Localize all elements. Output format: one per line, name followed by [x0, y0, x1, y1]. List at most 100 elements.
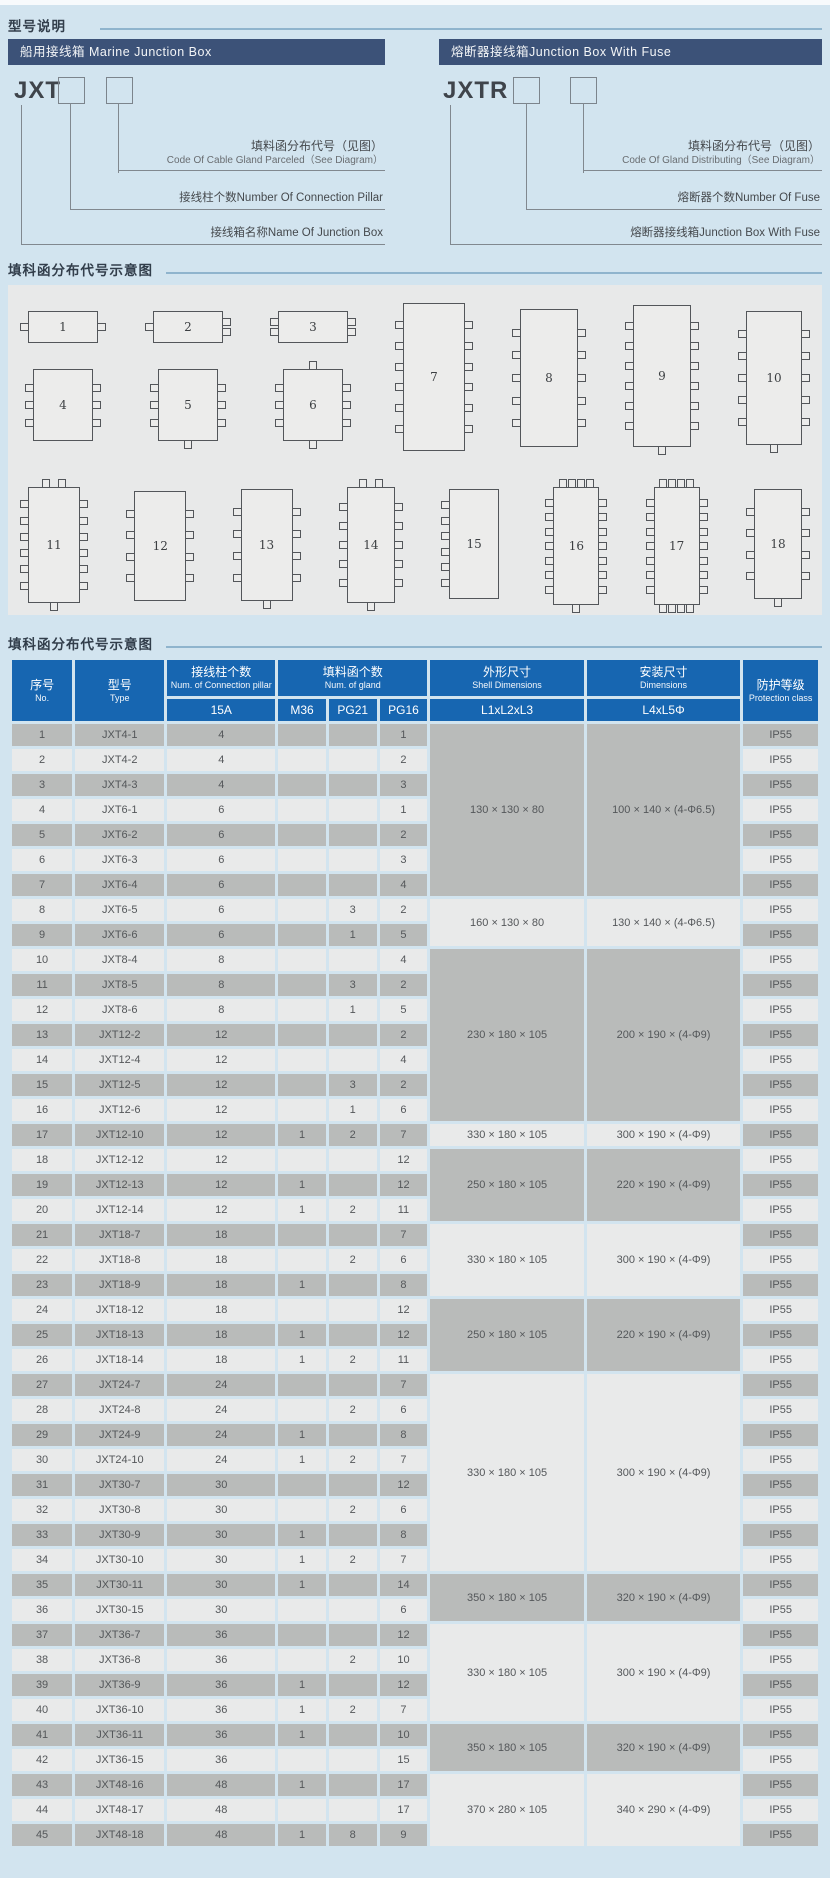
table-row: 21 JXT18-7 18 7 330 × 180 × 105 300 × 190 × (… [12, 1224, 818, 1296]
m36-cell: 1 [278, 1549, 326, 1571]
gland-tab [217, 383, 226, 392]
protection-cell: IP55 [743, 1649, 818, 1671]
pg21-cell: 2 [328, 1449, 377, 1471]
table-row: 32 JXT30-8 30 2 6 IP55 [12, 1499, 818, 1521]
pg16-cell: 7 [379, 1549, 428, 1571]
protection-cell: IP55 [743, 1124, 818, 1146]
no-cell: 25 [12, 1324, 73, 1346]
no-cell: 36 [12, 1599, 73, 1621]
protection-cell: IP55 [743, 1599, 818, 1621]
gland-tab [598, 571, 608, 579]
diagram-box: 8 [512, 309, 586, 447]
header-l4l5: L4xL5Φ [586, 699, 741, 721]
gland-tab [342, 383, 351, 392]
header-shell-cn: 外形尺寸 [483, 665, 532, 679]
pg16-cell: 17 [379, 1799, 428, 1821]
gland-tab [20, 549, 29, 558]
table-row: 38 JXT36-8 36 2 10 IP55 [12, 1649, 818, 1671]
shell-dimensions-cell: 250 × 180 × 105 [430, 1149, 584, 1221]
pg21-cell: 2 [328, 1399, 377, 1421]
shell-dimensions-cell: 250 × 180 × 105 [430, 1299, 584, 1371]
diagram-section-title-row: 填科函分布代号示意图 [8, 257, 822, 279]
gland-tab [441, 501, 451, 510]
gland-tab [395, 320, 404, 329]
protection-cell: IP55 [743, 1074, 818, 1096]
type-cell: JXT18-7 [75, 1224, 165, 1246]
type-cell: JXT18-12 [75, 1299, 165, 1321]
type-cell: JXT4-1 [75, 724, 165, 746]
gland-tab [801, 329, 810, 338]
header-protection: 防护等级 Protection class [743, 660, 818, 721]
15a-cell: 24 [167, 1374, 276, 1396]
15a-cell: 12 [167, 1074, 276, 1096]
pg21-cell [328, 1624, 377, 1646]
pg16-cell: 12 [379, 1474, 428, 1496]
gland-tab [126, 574, 136, 583]
m36-cell [278, 1074, 326, 1096]
gland-tab [625, 362, 634, 370]
gland-tab [738, 418, 747, 426]
pg21-cell: 1 [328, 924, 377, 946]
table-row: 33 JXT30-9 30 1 8 IP55 [12, 1524, 818, 1546]
no-cell: 26 [12, 1349, 73, 1371]
fuse-code-box-1 [513, 77, 540, 104]
diagram-box: 10 [738, 311, 810, 453]
type-cell: JXT12-12 [75, 1149, 165, 1171]
diagram-box-number: 6 [309, 398, 317, 412]
type-cell: JXT30-15 [75, 1599, 165, 1621]
gland-tab [275, 383, 284, 392]
table-row: 44 JXT48-17 48 17 IP55 [12, 1799, 818, 1821]
type-cell: JXT24-8 [75, 1399, 165, 1421]
diagram-box: 14 [338, 479, 403, 611]
header-15a: 15A [167, 699, 276, 721]
gland-tab [577, 396, 586, 405]
gland-tab [801, 351, 810, 360]
table-row: 39 JXT36-9 36 1 12 IP55 [12, 1674, 818, 1696]
gland-tab [801, 418, 810, 426]
marine-code-box-2 [106, 77, 133, 104]
mounting-dimensions-cell: 300 × 190 × (4-Φ9) [586, 1224, 741, 1296]
m36-cell: 1 [278, 1124, 326, 1146]
table-row: 7 JXT6-4 6 4 IP55 [12, 874, 818, 896]
table-row: 4 JXT6-1 6 1 IP55 [12, 799, 818, 821]
table-row: 28 JXT24-8 24 2 6 IP55 [12, 1399, 818, 1421]
shell-dimensions-cell: 350 × 180 × 105 [430, 1724, 584, 1771]
gland-tab [393, 559, 403, 568]
table-row: 27 JXT24-7 24 7 330 × 180 × 105 300 × 190 × (… [12, 1374, 818, 1571]
pg21-cell: 8 [328, 1824, 377, 1846]
diagram-stack: 3 6 [270, 311, 356, 449]
15a-cell: 30 [167, 1524, 276, 1546]
mounting-dimensions-cell: 340 × 290 × (4-Φ9) [586, 1774, 741, 1846]
gland-tab [126, 509, 136, 518]
protection-cell: IP55 [743, 874, 818, 896]
protection-cell: IP55 [743, 899, 818, 921]
type-cell: JXT12-14 [75, 1199, 165, 1221]
table-row: 35 JXT30-11 30 1 14 350 × 180 × 105 320 × 190 … [12, 1574, 818, 1621]
gland-tab [645, 527, 655, 536]
pg21-cell: 2 [328, 1649, 377, 1671]
m36-cell [278, 749, 326, 771]
gland-tab [393, 579, 403, 587]
no-cell: 13 [12, 1024, 73, 1046]
table-row: 34 JXT30-10 30 1 2 7 IP55 [12, 1549, 818, 1571]
no-cell: 18 [12, 1149, 73, 1171]
mounting-dimensions-cell: 130 × 140 × (4-Φ6.5) [586, 899, 741, 946]
connector-line [583, 103, 584, 173]
type-cell: JXT12-13 [75, 1174, 165, 1196]
pg16-cell: 4 [379, 1049, 428, 1071]
diagram-box: 9 [625, 305, 699, 455]
table-row: 30 JXT24-10 24 1 2 7 IP55 [12, 1449, 818, 1471]
m36-cell [278, 1624, 326, 1646]
gland-tab [512, 396, 521, 405]
15a-cell: 36 [167, 1699, 276, 1721]
pg21-cell [328, 724, 377, 746]
diagram-box-number: 8 [545, 371, 553, 385]
no-cell: 1 [12, 724, 73, 746]
gland-tab [347, 317, 356, 326]
pg16-cell: 11 [379, 1199, 428, 1221]
gland-tab [598, 556, 608, 565]
diagram-box-number: 2 [184, 320, 192, 334]
gland-tab [309, 440, 317, 449]
pg16-cell: 6 [379, 1099, 428, 1121]
header-no-en: No. [35, 692, 50, 703]
